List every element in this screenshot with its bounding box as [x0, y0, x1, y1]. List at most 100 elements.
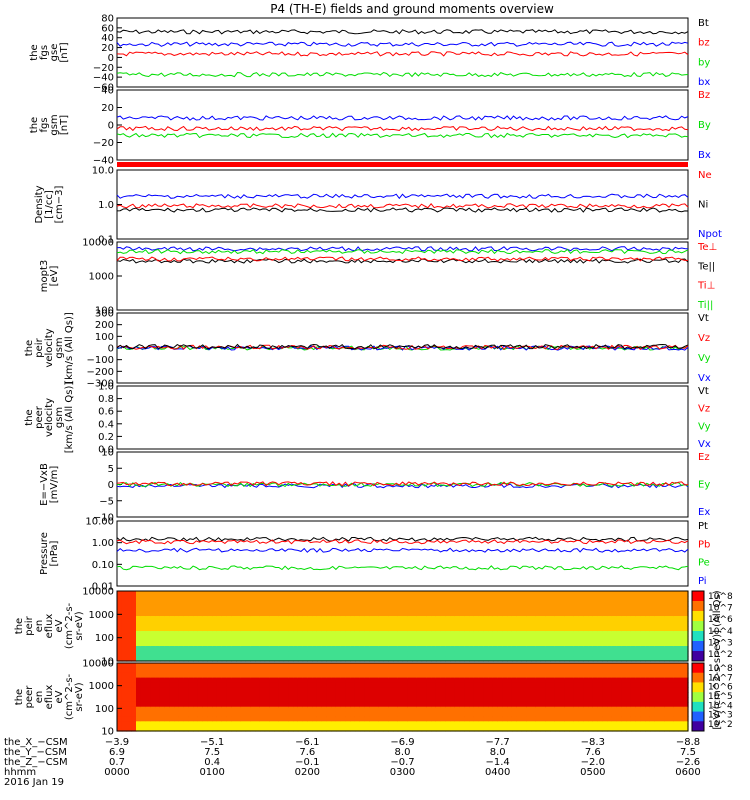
heatmap-cell	[507, 646, 513, 652]
heatmap-cell	[607, 667, 613, 674]
heatmap-cell	[269, 726, 275, 732]
heatmap-cell	[521, 591, 527, 597]
heatmap-cell	[507, 697, 513, 703]
heatmap-cell	[678, 621, 684, 627]
heatmap-cell	[526, 682, 532, 688]
heatmap-cell	[464, 706, 470, 713]
heatmap-cell	[554, 716, 561, 722]
heatmap-cell	[578, 646, 584, 652]
heatmap-cell	[564, 721, 570, 727]
heatmap-cell	[164, 711, 170, 718]
heatmap-cell	[136, 596, 142, 602]
heatmap-cell	[178, 682, 185, 688]
heatmap-cell	[564, 663, 570, 669]
heatmap-cell	[526, 596, 532, 602]
heatmap-cell	[473, 672, 480, 679]
heatmap-cell	[416, 626, 423, 632]
heatmap-cell	[573, 692, 580, 698]
heatmap-cell	[369, 716, 375, 722]
heatmap-cell	[649, 711, 656, 718]
heatmap-cell	[435, 697, 442, 703]
heatmap-cell	[407, 641, 413, 647]
heatmap-cell	[136, 641, 142, 647]
heatmap-cell	[369, 711, 375, 718]
heatmap-cell	[435, 606, 442, 612]
heatmap-cell	[454, 677, 461, 684]
heatmap-cell	[354, 677, 361, 684]
heatmap-cell	[231, 716, 237, 722]
heatmap-cell	[283, 616, 289, 622]
heatmap-cell	[193, 611, 199, 617]
heatmap-cell	[335, 687, 342, 693]
heatmap-cell	[421, 636, 427, 642]
heatmap-cell	[202, 641, 209, 647]
heatmap-cell	[492, 726, 499, 732]
heatmap-cell	[140, 697, 147, 703]
heatmap-cell	[592, 591, 599, 597]
heatmap-cell	[136, 697, 142, 703]
heatmap-cell	[188, 601, 194, 607]
heatmap-cell	[236, 656, 242, 662]
heatmap-cell	[126, 626, 132, 632]
heatmap-cell	[540, 656, 546, 662]
heatmap-cell	[611, 716, 618, 722]
heatmap-cell	[412, 667, 418, 674]
heatmap-cell	[626, 682, 632, 688]
heatmap-cell	[293, 663, 299, 669]
heatmap-cell	[307, 626, 313, 632]
heatmap-cell	[630, 636, 637, 642]
heatmap-cell	[145, 626, 151, 632]
heatmap-cell	[307, 596, 313, 602]
y-tick-label: 40	[101, 86, 114, 97]
heatmap-cell	[654, 677, 661, 684]
heatmap-cell	[121, 611, 128, 617]
heatmap-cell	[464, 682, 470, 688]
heatmap-cell	[454, 591, 461, 597]
heatmap-cell	[335, 641, 342, 647]
heatmap-cell	[388, 711, 394, 718]
heatmap-cell	[616, 611, 622, 617]
heatmap-cell	[250, 711, 256, 718]
heatmap-cell	[683, 682, 689, 688]
heatmap-cell	[531, 687, 537, 693]
heatmap-cell	[440, 721, 446, 727]
heatmap-cell	[250, 692, 256, 698]
heatmap-cell	[393, 626, 399, 632]
heatmap-cell	[431, 596, 437, 602]
heatmap-cell	[554, 596, 561, 602]
heatmap-cell	[564, 672, 570, 679]
heatmap-cell	[378, 701, 385, 708]
heatmap-cell	[212, 621, 218, 627]
colorbar-tick-label: 10^2	[708, 720, 733, 730]
heatmap-cell	[616, 682, 622, 688]
heatmap-cell	[250, 663, 256, 669]
heatmap-cell	[221, 641, 228, 647]
heatmap-cell	[521, 706, 527, 713]
heatmap-cell	[207, 672, 213, 679]
heatmap-cell	[221, 636, 228, 642]
heatmap-cell	[231, 621, 237, 627]
heatmap-cell	[169, 626, 175, 632]
heatmap-cell	[126, 687, 132, 693]
heatmap-cell	[635, 631, 642, 637]
heatmap-cell	[454, 631, 461, 637]
heatmap-cell	[469, 656, 475, 662]
heatmap-cell	[307, 591, 313, 597]
heatmap-cell	[121, 663, 128, 669]
heatmap-cell	[440, 656, 446, 662]
heatmap-cell	[421, 701, 427, 708]
heatmap-cell	[426, 701, 432, 708]
heatmap-cell	[169, 656, 175, 662]
heatmap-cell	[131, 621, 137, 627]
heatmap-cell	[374, 651, 380, 657]
heatmap-cell	[483, 616, 489, 622]
heatmap-cell	[402, 656, 408, 662]
heatmap-cell	[283, 711, 289, 718]
heatmap-cell	[616, 596, 622, 602]
heatmap-cell	[259, 616, 266, 622]
heatmap-cell	[226, 631, 232, 637]
heatmap-cell	[216, 726, 223, 732]
heatmap-cell	[383, 596, 389, 602]
heatmap-cell	[169, 701, 175, 708]
heatmap-cell	[649, 697, 656, 703]
